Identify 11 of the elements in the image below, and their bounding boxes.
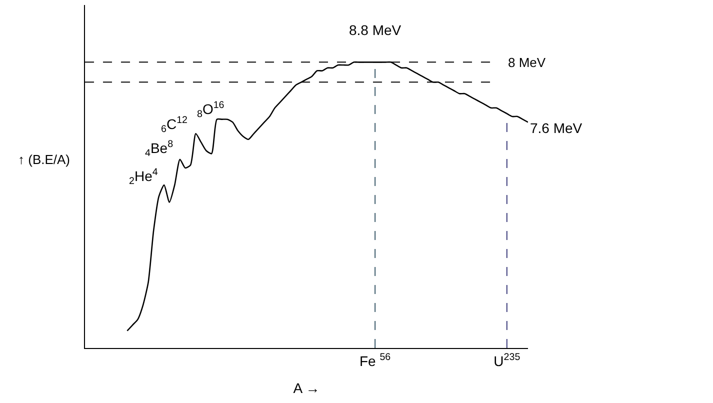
x-axis-title: A → (293, 380, 320, 396)
annotation: $_{2}$He$^{4}$ (129, 167, 158, 187)
y-axis-title: ↑ (B.E/A) (18, 152, 70, 167)
x-tick-label: Fe $^{56}$ (359, 352, 392, 369)
ref-line-label: 8 MeV (508, 55, 546, 70)
annotation: $_{4}$Be$^{8}$ (145, 139, 174, 159)
annotation: $_{6}$C$^{12}$ (161, 115, 188, 135)
annotation: $_{8}$O$^{16}$ (197, 100, 225, 120)
text: 7.6 MeV (530, 120, 583, 136)
annotation: 8.8 MeV (349, 22, 402, 38)
x-tick-label: U$^{235}$ (494, 352, 521, 369)
